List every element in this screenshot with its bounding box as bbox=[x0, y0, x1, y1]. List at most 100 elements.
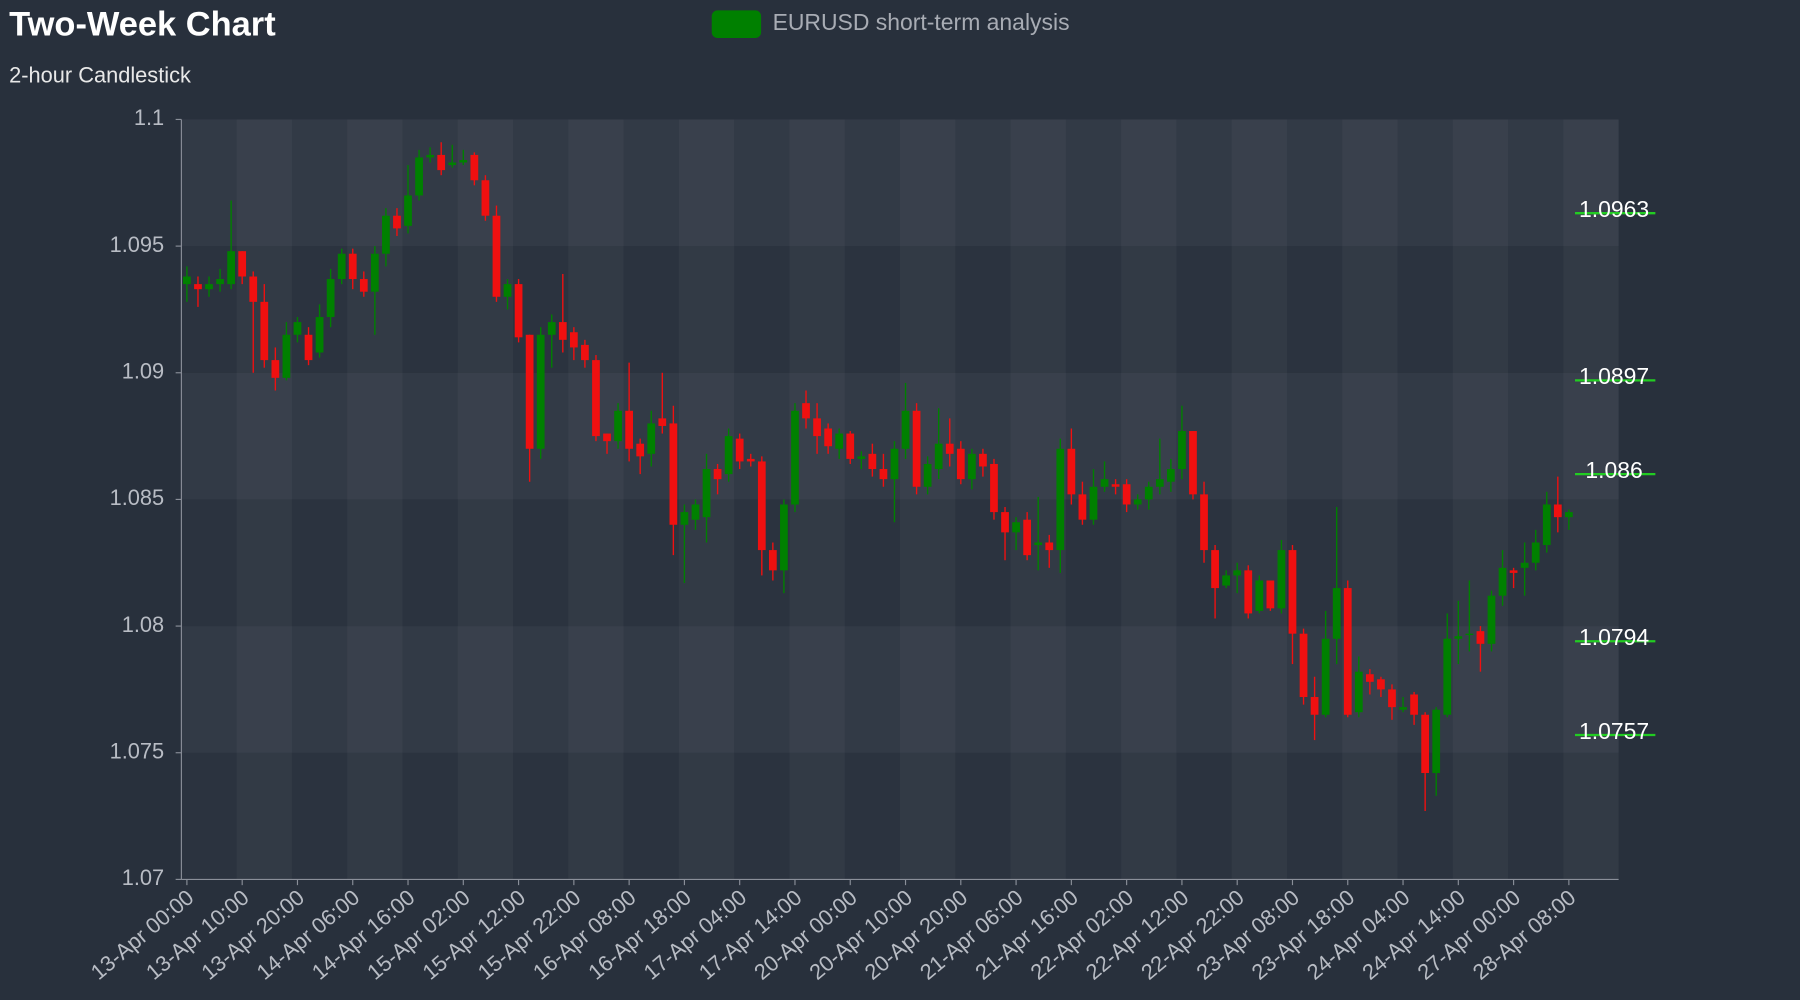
candle-body bbox=[1399, 707, 1407, 710]
candle-body bbox=[702, 469, 711, 518]
candle-body bbox=[846, 433, 855, 459]
candle-body bbox=[359, 279, 368, 292]
candle-body bbox=[1509, 570, 1518, 573]
chart-subtitle: 2-hour Candlestick bbox=[9, 63, 191, 88]
candle-body bbox=[1266, 580, 1275, 609]
candle-body bbox=[470, 154, 479, 181]
candle-body bbox=[1465, 633, 1474, 636]
mark-line-label: 1.0963 bbox=[1579, 196, 1649, 222]
candle-body bbox=[890, 448, 899, 480]
candle-body bbox=[448, 162, 457, 166]
candle-body bbox=[1111, 484, 1120, 487]
candle-body bbox=[1244, 570, 1253, 614]
candle-body bbox=[1443, 638, 1452, 715]
candle-body bbox=[1410, 694, 1418, 715]
split-area-v bbox=[1453, 119, 1508, 879]
candle-body bbox=[1288, 550, 1297, 634]
candle-body bbox=[1012, 522, 1020, 533]
split-area-v bbox=[347, 119, 402, 879]
candle-body bbox=[1133, 499, 1142, 505]
candle-body bbox=[503, 284, 512, 297]
candle-body bbox=[238, 251, 247, 277]
candle-body bbox=[1178, 431, 1186, 470]
candle-body bbox=[1343, 588, 1352, 715]
candle-body bbox=[260, 301, 269, 361]
candle-body bbox=[1222, 575, 1231, 586]
candle-body bbox=[558, 322, 567, 340]
candle-body bbox=[835, 433, 844, 449]
mark-line-label: 1.0757 bbox=[1579, 718, 1649, 744]
candle-body bbox=[669, 423, 678, 525]
candle-body bbox=[1565, 512, 1573, 518]
split-area-v bbox=[568, 119, 623, 879]
candle-body bbox=[691, 504, 700, 520]
candle-body bbox=[1155, 479, 1164, 487]
candle-body bbox=[614, 410, 622, 442]
plot-background bbox=[181, 119, 1619, 880]
candle-body bbox=[1432, 709, 1441, 774]
candle-body bbox=[194, 284, 202, 290]
candle-body bbox=[382, 215, 390, 254]
candle-body bbox=[1189, 431, 1197, 495]
split-area-v bbox=[458, 119, 513, 879]
split-area-v bbox=[1232, 119, 1287, 879]
candle-body bbox=[1056, 448, 1065, 551]
candle-body bbox=[813, 418, 821, 437]
split-area bbox=[181, 372, 1619, 500]
candle-body bbox=[1421, 714, 1430, 774]
y-tick-label: 1.085 bbox=[110, 485, 165, 510]
y-tick-label: 1.1 bbox=[134, 105, 164, 130]
split-area bbox=[181, 246, 1619, 373]
candle-body bbox=[304, 334, 313, 361]
candle-body bbox=[337, 253, 346, 280]
candle-body bbox=[780, 504, 788, 571]
candle-body bbox=[592, 360, 600, 437]
candle-body bbox=[990, 463, 998, 513]
candle-body bbox=[1299, 633, 1308, 698]
candle-body bbox=[647, 423, 656, 454]
candle-body bbox=[1388, 689, 1396, 708]
y-tick-label: 1.095 bbox=[110, 232, 165, 257]
candle-body bbox=[857, 456, 866, 459]
candle-body bbox=[625, 410, 634, 449]
candle-body bbox=[1332, 588, 1341, 639]
candle-body bbox=[271, 360, 280, 378]
candle-body bbox=[547, 322, 556, 335]
candle-body bbox=[768, 550, 777, 571]
candle-body bbox=[227, 251, 235, 285]
candle-body bbox=[216, 279, 224, 285]
candle-body bbox=[1531, 542, 1540, 563]
candle-body bbox=[1166, 469, 1175, 482]
candle-body bbox=[315, 317, 324, 353]
candle-body bbox=[1023, 519, 1032, 556]
split-area-v bbox=[1563, 119, 1618, 879]
candle-body bbox=[724, 436, 733, 475]
candle-body bbox=[437, 154, 446, 171]
mark-line-label: 1.086 bbox=[1585, 457, 1642, 483]
candle-body bbox=[658, 418, 667, 426]
candle-body bbox=[1067, 448, 1076, 495]
candle-body bbox=[934, 443, 943, 470]
candle-body bbox=[569, 332, 578, 348]
candle-body bbox=[791, 410, 799, 505]
candle-body bbox=[1487, 595, 1496, 644]
split-area-v bbox=[1342, 119, 1397, 879]
candle-body bbox=[923, 463, 932, 487]
split-area-v bbox=[237, 119, 292, 879]
candle-body bbox=[459, 159, 468, 163]
candle-body bbox=[879, 469, 888, 480]
candle-body bbox=[945, 443, 954, 454]
candle-body bbox=[1310, 697, 1319, 715]
y-tick-label: 1.08 bbox=[122, 612, 164, 637]
candle-body bbox=[868, 453, 877, 470]
candle-body bbox=[603, 433, 611, 442]
candle-body bbox=[1001, 512, 1009, 533]
y-tick-label: 1.09 bbox=[122, 359, 164, 384]
candle-body bbox=[370, 253, 379, 292]
candle-body bbox=[1365, 674, 1374, 682]
y-tick-label: 1.07 bbox=[122, 865, 164, 890]
candle-body bbox=[348, 253, 357, 280]
candle-body bbox=[680, 512, 689, 525]
candle-body bbox=[426, 154, 435, 158]
